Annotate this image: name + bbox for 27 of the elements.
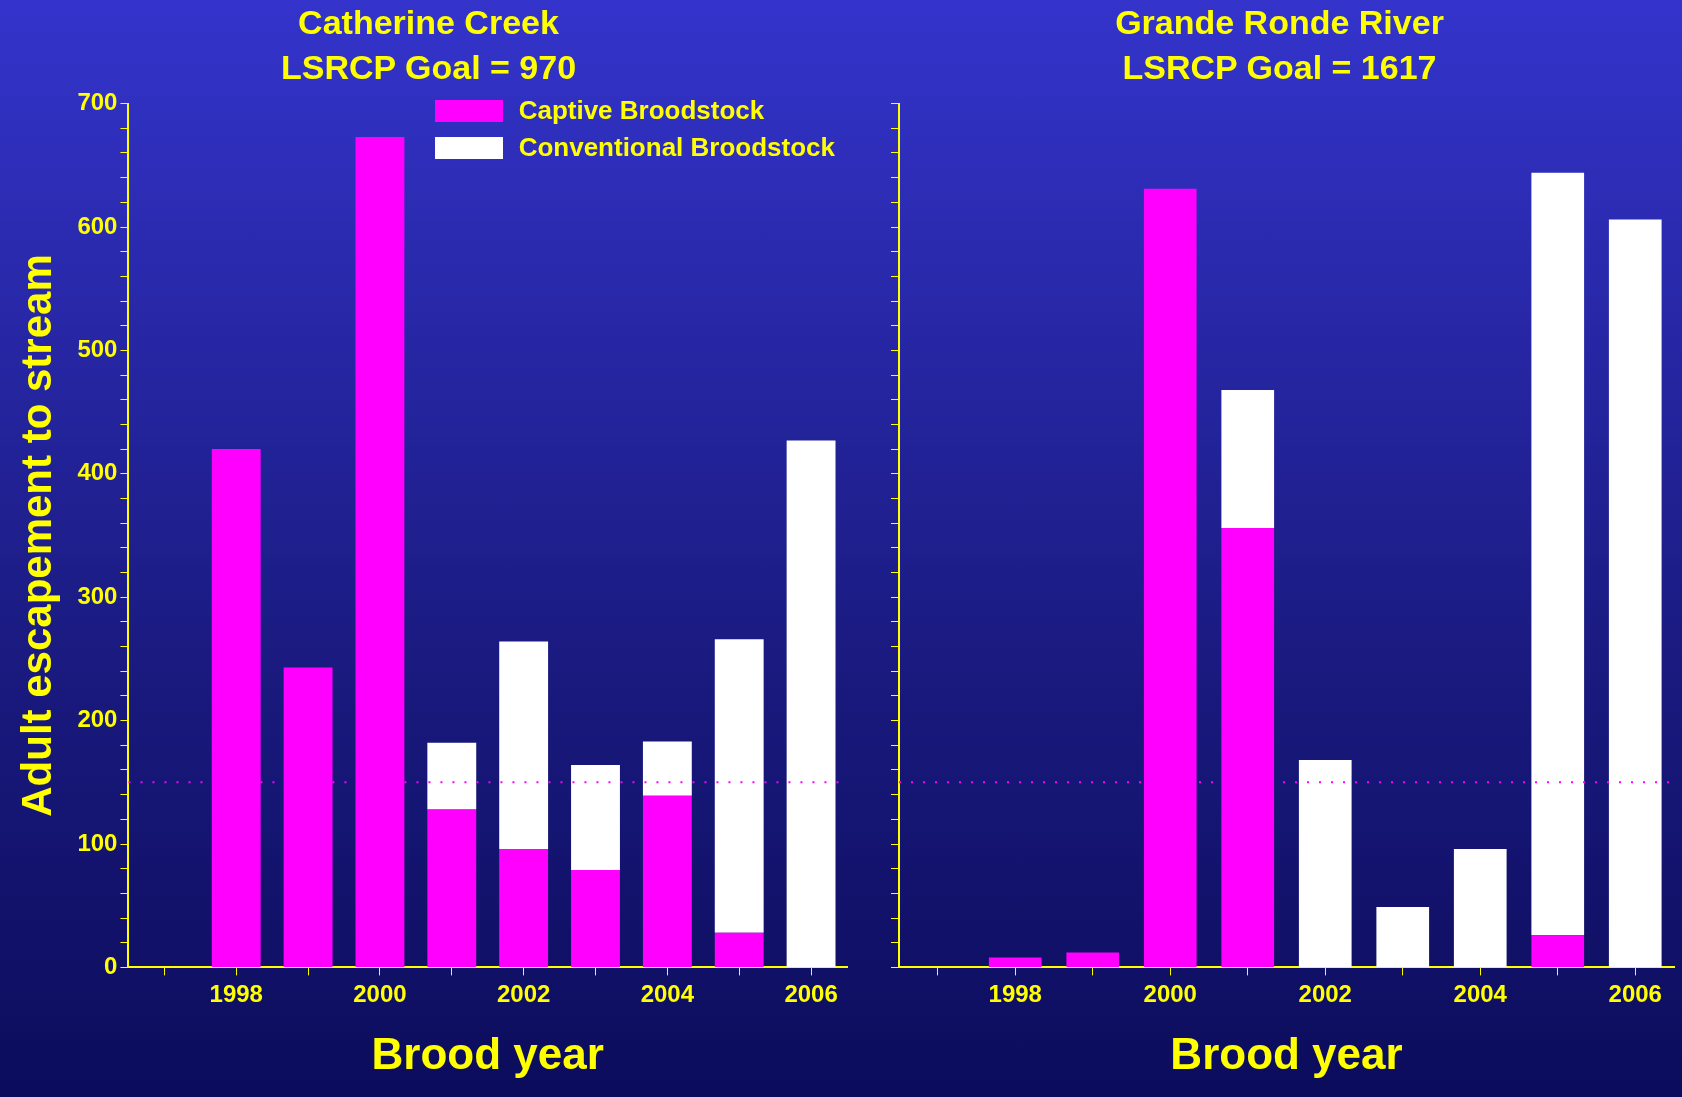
x-tick-label: 1998	[988, 980, 1042, 1008]
x-tick-label: 2006	[784, 980, 838, 1008]
y-tick-label: 300	[77, 581, 118, 609]
x-tick-label: 2004	[640, 980, 695, 1008]
y-axis-title: Adult escapement to stream	[12, 254, 60, 817]
y-tick-label: 0	[104, 952, 118, 980]
x-axis-title: Brood year	[1170, 1028, 1403, 1078]
legend-label: Conventional Broodstock	[518, 132, 835, 163]
chart-subtitle: LSRCP Goal = 970	[280, 47, 577, 86]
y-tick-label: 700	[77, 88, 118, 116]
legend-label: Captive Broodstock	[518, 95, 765, 126]
y-tick-label: 600	[77, 211, 118, 239]
y-tick-label: 100	[77, 828, 118, 856]
y-tick-label: 400	[77, 458, 118, 486]
chart-title: Grande Ronde River	[1115, 2, 1444, 41]
x-tick-label: 2000	[1143, 980, 1197, 1008]
chart-subtitle: LSRCP Goal = 1617	[1122, 47, 1437, 86]
x-tick-label: 2000	[353, 980, 407, 1008]
x-tick-label: 2006	[1608, 980, 1662, 1008]
y-tick-label: 500	[77, 335, 118, 363]
chart-title: Catherine Creek	[298, 2, 559, 41]
x-tick-label: 2002	[496, 980, 551, 1008]
y-tick-label: 200	[77, 705, 118, 733]
x-tick-label: 2002	[1298, 980, 1352, 1008]
x-axis-title: Brood year	[371, 1028, 604, 1078]
x-tick-label: 2004	[1453, 980, 1508, 1008]
x-tick-label: 1998	[209, 980, 263, 1008]
